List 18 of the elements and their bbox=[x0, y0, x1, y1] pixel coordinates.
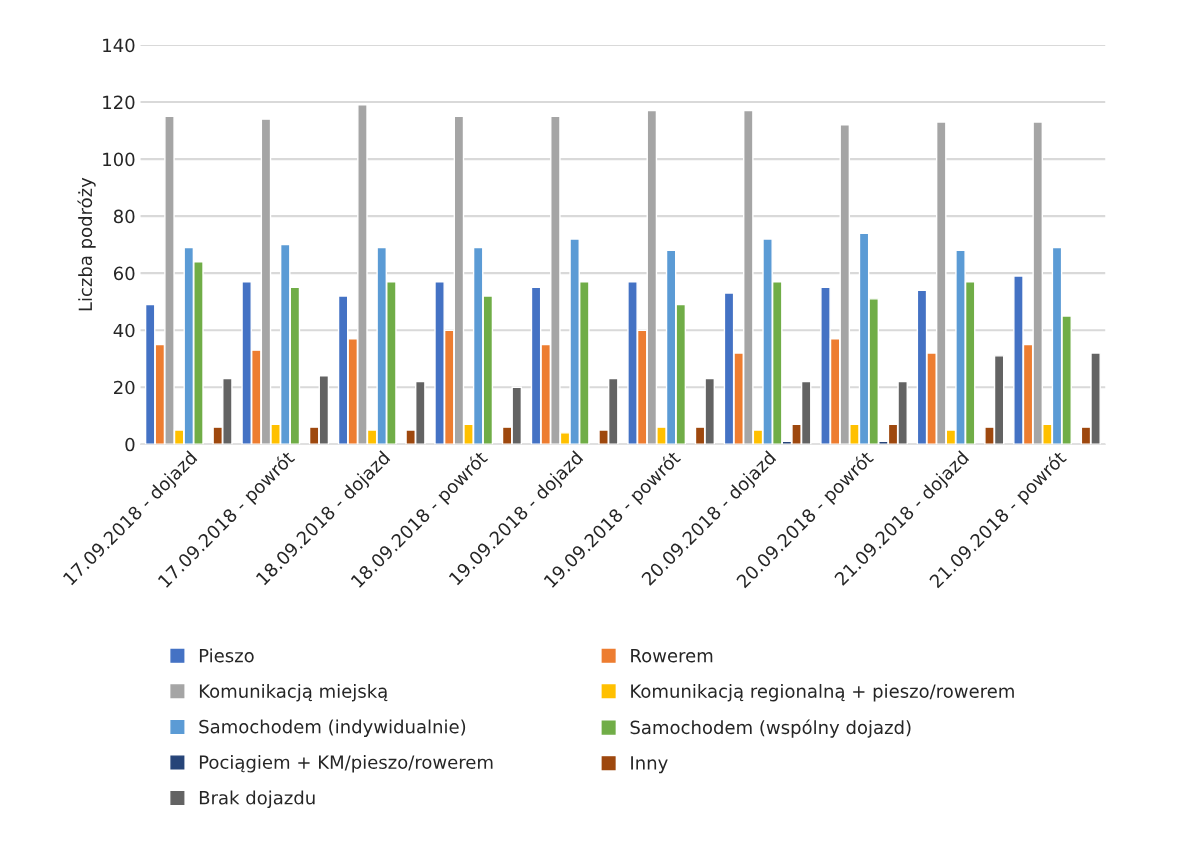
legend-label: Brak dojazdu bbox=[199, 790, 315, 809]
legend-label: Komunikacją regionalną + pieszo/rowerem bbox=[631, 683, 1014, 702]
legend-label: Samochodem (indywidualnie) bbox=[199, 719, 466, 737]
y-tick-label: 140 bbox=[103, 38, 135, 53]
y-tick-label: 40 bbox=[113, 323, 135, 338]
y-tick-label: 100 bbox=[103, 152, 135, 167]
y-tick-label: 20 bbox=[114, 380, 135, 395]
legend-label: Inny bbox=[631, 756, 668, 774]
y-axis-title: Liczba podróży bbox=[77, 177, 96, 311]
legend-label: Pieszo bbox=[199, 648, 254, 663]
legend-label: Rowerem bbox=[631, 648, 713, 663]
y-tick-label: 80 bbox=[113, 209, 135, 224]
y-tick-label: 120 bbox=[103, 95, 135, 110]
legend-label: Samochodem (wspólny dojazd) bbox=[630, 719, 911, 738]
y-tick-label: 60 bbox=[113, 266, 135, 281]
legend-label: Komunikacją miejską bbox=[199, 683, 388, 702]
y-tick-label: 0 bbox=[125, 437, 135, 452]
legend-label: Pociągiem + KM/pieszo/rowerem bbox=[199, 755, 493, 773]
